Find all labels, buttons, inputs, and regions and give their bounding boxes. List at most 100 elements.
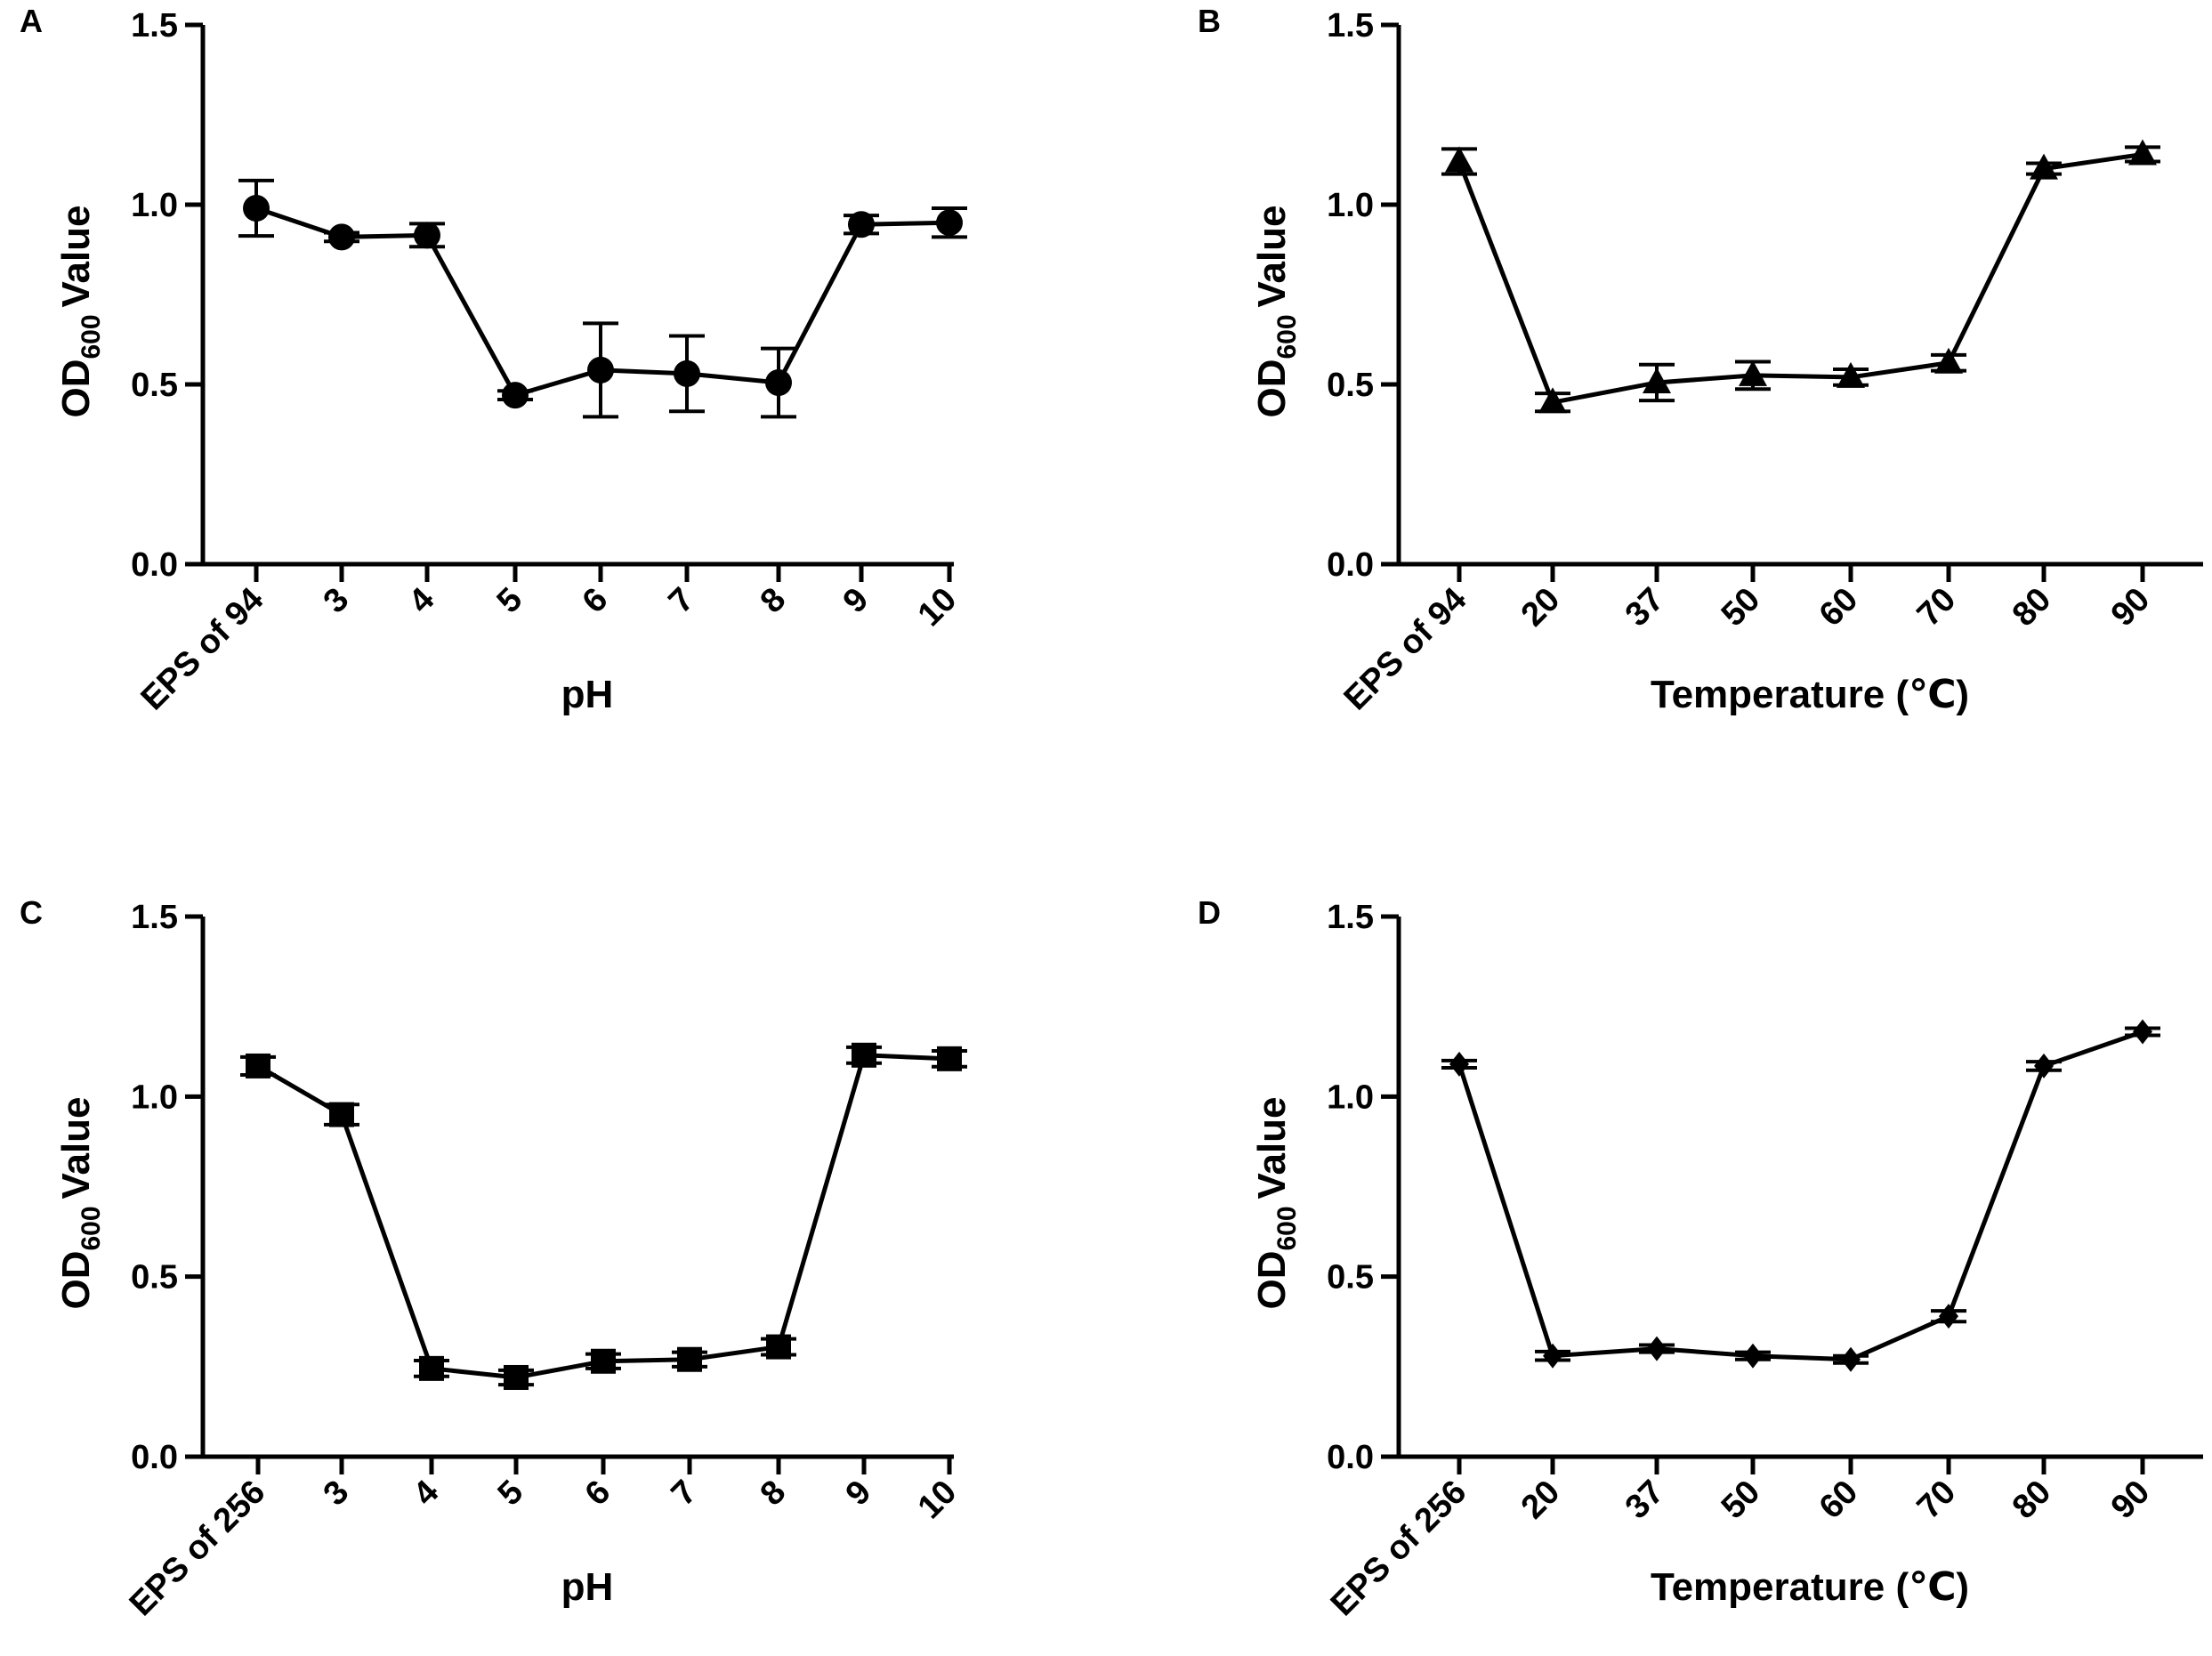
x-tick-label: 4 bbox=[407, 1474, 447, 1514]
data-point bbox=[936, 209, 963, 237]
data-point bbox=[1543, 1343, 1562, 1369]
data-point bbox=[587, 356, 614, 384]
y-axis-title-main: OD bbox=[1250, 1251, 1294, 1310]
data-point bbox=[1837, 361, 1865, 388]
y-axis-title-subscript: 600 bbox=[1272, 314, 1302, 359]
x-axis-title: pH bbox=[561, 1565, 614, 1609]
x-tick-label: 50 bbox=[1715, 1474, 1768, 1527]
y-tick-label: 1.0 bbox=[1327, 187, 1374, 224]
x-tick-label: EPS of 94 bbox=[1337, 581, 1474, 718]
x-tick-label: 60 bbox=[1812, 581, 1866, 634]
x-tick-label: EPS of 94 bbox=[134, 581, 271, 718]
data-point bbox=[504, 1364, 529, 1390]
panel-letter: D bbox=[1198, 894, 1221, 931]
y-tick-label: 1.0 bbox=[131, 187, 178, 224]
y-tick-label: 1.0 bbox=[1327, 1078, 1374, 1116]
chart-panel-c: C 0.0 0.5 1.0 1.5 EPS of 256 3 4 5 6 7 8 9 10 OD600 Val… bbox=[20, 894, 967, 1623]
series-line bbox=[1457, 1030, 2143, 1362]
data-point bbox=[1647, 1336, 1667, 1361]
y-tick-label: 1.5 bbox=[131, 899, 178, 936]
x-tick-label: 3 bbox=[317, 581, 357, 621]
data-point bbox=[852, 1042, 876, 1068]
x-tick-label: 6 bbox=[576, 581, 616, 621]
data-point bbox=[848, 211, 875, 238]
data-point bbox=[243, 195, 270, 222]
y-tick-label: 1.0 bbox=[131, 1078, 178, 1116]
x-tick-label: 10 bbox=[911, 1474, 965, 1527]
chart-panel-a: A 0.0 0.5 1.0 1.5 EPS of 94 3 4 5 6 7 8 9 10 OD600 Valu… bbox=[20, 3, 967, 717]
y-axis-title-rest: Value bbox=[1250, 205, 1294, 307]
data-point bbox=[246, 1053, 270, 1078]
y-axis-title-main: OD bbox=[1250, 359, 1294, 418]
data-point bbox=[2128, 139, 2157, 166]
x-tick-label: 90 bbox=[2104, 1474, 2158, 1527]
chart-panel-b: B 0.0 0.5 1.0 1.5 EPS of 94 20 37 50 60 70 80 90 OD60… bbox=[1198, 3, 2203, 717]
data-point bbox=[414, 222, 440, 249]
y-tick-label: 1.5 bbox=[1327, 899, 1374, 936]
y-axis-title-subscript: 600 bbox=[1272, 1206, 1302, 1250]
data-point bbox=[1939, 1304, 1958, 1329]
x-tick-label: 50 bbox=[1715, 581, 1768, 634]
y-axis-title-rest: Value bbox=[1250, 1096, 1294, 1199]
y-tick-label: 0.0 bbox=[131, 546, 178, 584]
x-tick-label: 80 bbox=[2006, 1474, 2059, 1527]
y-axis-title-subscript: 600 bbox=[77, 314, 106, 359]
x-tick-label: 3 bbox=[317, 1474, 357, 1514]
x-tick-label: 10 bbox=[911, 581, 965, 634]
data-point bbox=[2034, 1053, 2054, 1078]
data-point bbox=[766, 1334, 791, 1360]
panel-letter: A bbox=[20, 3, 43, 39]
x-tick-label: 7 bbox=[665, 1474, 705, 1514]
panel-letter: B bbox=[1198, 3, 1221, 39]
y-axis-title: OD600 Value bbox=[54, 205, 106, 417]
data-point bbox=[1445, 146, 1473, 173]
x-tick-label: 90 bbox=[2104, 581, 2158, 634]
data-point bbox=[328, 223, 355, 251]
x-tick-label: 80 bbox=[2006, 581, 2059, 634]
x-tick-label: 8 bbox=[754, 581, 794, 621]
x-tick-label: 37 bbox=[1619, 581, 1672, 634]
y-axis-title-main: OD bbox=[54, 359, 98, 418]
y-tick-label: 1.5 bbox=[1327, 7, 1374, 44]
x-tick-label: EPS of 256 bbox=[123, 1474, 273, 1624]
y-tick-label: 1.5 bbox=[131, 7, 178, 44]
series-line bbox=[256, 1053, 950, 1380]
x-tick-label: 4 bbox=[402, 581, 442, 621]
x-tick-label: 5 bbox=[491, 1474, 531, 1514]
data-point bbox=[1643, 367, 1671, 393]
y-tick-label: 0.5 bbox=[131, 367, 178, 404]
x-tick-label: 6 bbox=[578, 1474, 618, 1514]
data-point bbox=[502, 382, 529, 409]
y-tick-label: 0.5 bbox=[131, 1259, 178, 1297]
x-tick-label: 20 bbox=[1514, 1474, 1568, 1527]
y-axis-title: OD600 Value bbox=[1250, 1096, 1302, 1309]
x-tick-label: 5 bbox=[490, 581, 530, 621]
x-tick-label: 70 bbox=[1910, 581, 1964, 634]
y-axis-title-subscript: 600 bbox=[77, 1206, 106, 1250]
data-point bbox=[677, 1346, 702, 1372]
x-tick-label: 9 bbox=[836, 581, 876, 621]
x-tick-label: 70 bbox=[1910, 1474, 1964, 1527]
data-point bbox=[1841, 1346, 1861, 1372]
y-axis-title-main: OD bbox=[54, 1251, 98, 1310]
data-point bbox=[329, 1102, 354, 1127]
data-point bbox=[1934, 347, 1963, 374]
y-axis-title-rest: Value bbox=[54, 1096, 98, 1199]
x-axis-title: Temperature (℃) bbox=[1651, 1565, 1969, 1609]
data-point bbox=[765, 368, 792, 396]
y-tick-label: 0.0 bbox=[131, 1439, 178, 1476]
x-tick-label: 8 bbox=[754, 1474, 794, 1514]
data-point bbox=[591, 1348, 616, 1374]
y-tick-label: 0.0 bbox=[1327, 1439, 1374, 1476]
y-tick-label: 0.0 bbox=[1327, 546, 1374, 584]
data-point bbox=[419, 1355, 444, 1381]
data-point bbox=[2030, 153, 2058, 180]
x-tick-label: 60 bbox=[1812, 1474, 1866, 1527]
x-tick-label: 37 bbox=[1619, 1474, 1672, 1527]
data-point bbox=[2133, 1019, 2152, 1045]
x-axis-title: pH bbox=[561, 673, 614, 716]
y-axis-title: OD600 Value bbox=[1250, 205, 1302, 417]
y-tick-label: 0.5 bbox=[1327, 367, 1374, 404]
data-point bbox=[1449, 1051, 1469, 1077]
